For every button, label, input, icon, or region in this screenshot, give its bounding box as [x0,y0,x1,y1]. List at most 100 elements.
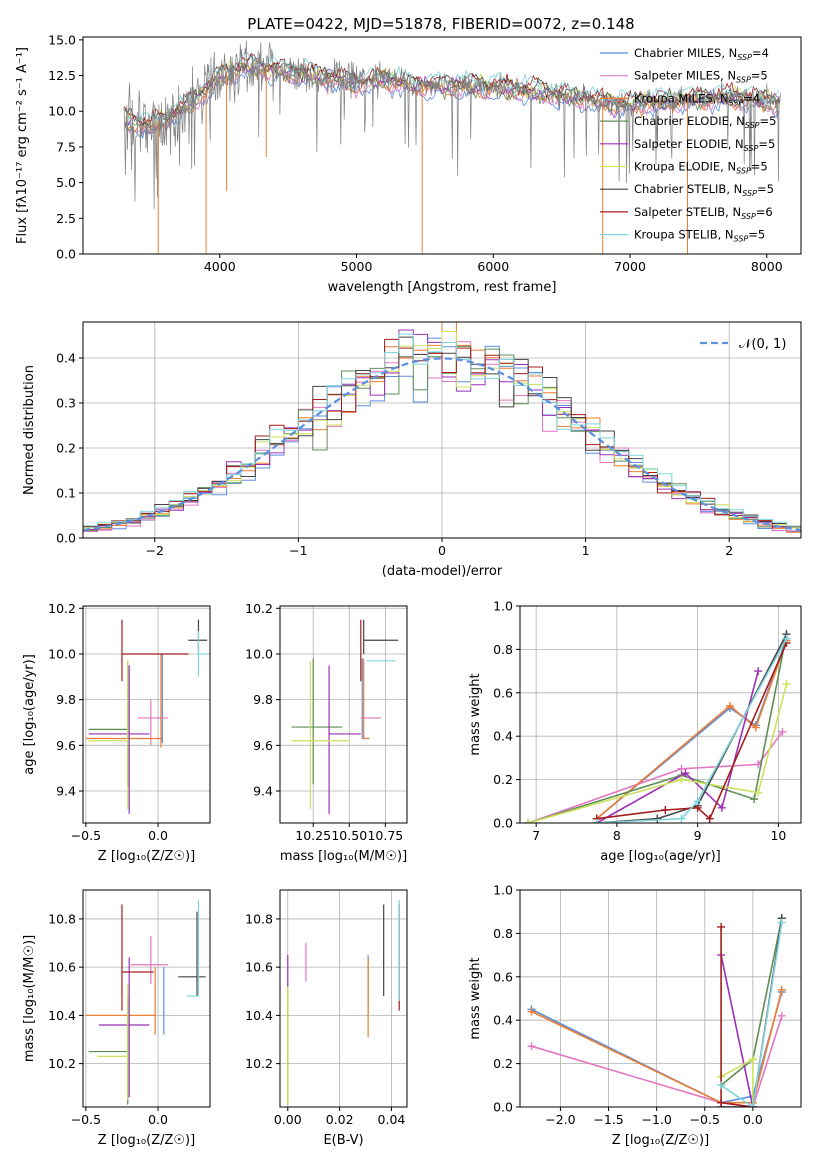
weight-marker-KS [717,1081,726,1090]
x-tick-label: 10.50 [331,828,367,843]
y-axis-label: mass weight [468,673,483,755]
y-tick-label: 10.2 [48,601,76,616]
x-tick-label: 6000 [477,259,509,274]
x-axis-label: wavelength [Angstrom, rest frame] [328,280,557,295]
x-axis-label: E(B-V) [323,1133,363,1148]
grid [280,890,407,1107]
legend: 𝒩(0, 1) [700,337,786,352]
weight-marker-KM [527,1007,536,1016]
x-tick-label: 7000 [614,259,646,274]
y-tick-label: 10.6 [48,960,76,975]
x-tick-label: −1 [289,543,307,558]
y-tick-label: 15.0 [48,32,76,47]
y-tick-label: 9.4 [253,784,273,799]
y-tick-label: 9.8 [253,692,273,707]
plot-area [287,899,400,1105]
legend-label-SS: Salpeter STELIB, NSSP=6 [634,205,773,221]
y-tick-label: 5.0 [56,175,76,190]
weight-marker-KS [677,814,686,823]
legend-label-normal: 𝒩(0, 1) [739,337,786,352]
model-line-CS [124,53,780,128]
y-tick-label: 10.8 [48,911,76,926]
weight-marker-KS [748,1103,757,1107]
observed-spectrum [123,40,781,210]
y-tick-label: 0.6 [493,969,513,984]
x-axis-label: (data-model)/error [382,564,503,579]
x-axis-label: Z [log₁₀(Z/Z☉)] [98,849,195,864]
legend-label-KM: Kroupa MILES, NSSP=4 [634,91,760,107]
y-axis-label: age [log₁₀(age/yr)] [22,654,37,775]
x-axis-label: mass [log₁₀(M/M☉)] [280,849,407,864]
plot-area [524,630,791,823]
weight-marker-KS [782,634,791,643]
x-tick-label: −1.0 [641,1112,671,1127]
x-tick-label: 1 [582,543,590,558]
panel-residuals: −2 −1 0 1 2 0.0 0.1 0.2 0.3 0.4 (data-model)/error… [22,321,802,579]
histogram-KE [83,331,801,529]
x-tick-label: −0.5 [71,828,101,843]
panel-massweight_vs_Z: −2.0 −1.5 −1.0 −0.5 0.0 0.0 0.2 0.4 0.6 0.8 1.0 Z [… [468,883,802,1148]
x-tick-label: −2 [146,543,164,558]
x-tick-label: 5000 [341,259,373,274]
panel-age_vs_Z: −0.5 0.0 9.4 9.6 9.8 10.0 10.2 Z [log₁₀(Z/Z☉)] a… [22,601,211,864]
x-tick-label: −0.5 [71,1112,101,1127]
axes-frame [519,889,802,1108]
y-tick-label: 0.0 [56,247,76,262]
x-tick-label: 7 [532,828,540,843]
legend-label-SE: Salpeter ELODIE, NSSP=5 [634,137,775,153]
weight-marker-SE [681,769,690,778]
weight-line-SE [720,954,754,1107]
axes-frame [82,889,211,1108]
figure-title: PLATE=0422, MJD=51878, FIBERID=0072, z=0… [247,15,634,33]
y-tick-label: 1.0 [493,883,513,898]
normal-curve [83,357,801,532]
x-tick-label: 2 [725,543,733,558]
y-axis-label: Normed distribution [22,365,37,495]
weight-marker-SM [527,1042,536,1051]
weight-marker-SM [777,1011,786,1020]
weight-line-KM [531,989,783,1104]
weight-line-KS [720,922,783,1107]
legend-label-SM: Salpeter MILES, NSSP=5 [634,69,768,85]
x-tick-label: 0.00 [274,1112,302,1127]
weight-marker-SM [778,727,787,736]
y-tick-label: 9.8 [56,692,76,707]
histogram-SS [83,338,801,528]
y-tick-label: 10.0 [48,104,76,119]
plot-area [85,899,206,1105]
weight-marker-CE [750,795,759,804]
legend-label-KE: Kroupa ELODIE, NSSP=5 [634,160,768,176]
y-tick-label: 10.2 [48,1056,76,1071]
axes-frame [279,605,408,824]
y-tick-label: 10.0 [245,646,273,661]
y-tick-label: 0.4 [56,351,76,366]
weight-marker-KS [693,797,702,806]
y-tick-label: 10.0 [48,646,76,661]
x-tick-label: 8000 [751,259,783,274]
axes-frame [82,36,802,255]
weight-line-KE [527,683,788,823]
y-tick-label: 0.4 [493,1013,513,1028]
y-tick-label: 10.2 [245,1056,273,1071]
y-tick-label: 0.3 [56,396,76,411]
axes-frame [82,605,211,824]
y-tick-label: 0.2 [56,441,76,456]
plot-area [83,322,801,533]
axes-frame [279,889,408,1108]
axes-frame [519,605,802,824]
weight-marker-KE [524,819,533,823]
y-tick-label: 0.4 [493,729,513,744]
panel-age_vs_mass: 10.25 10.50 10.75 9.4 9.6 9.8 10.0 10.2 mass [lo… [245,601,408,864]
plot-area [291,619,399,814]
weight-marker-KE [748,1055,757,1064]
weight-marker-KE [677,775,686,784]
x-tick-label: −0.5 [690,1112,720,1127]
histogram-CS [83,336,801,528]
x-tick-label: 4000 [204,259,236,274]
weight-marker-SS [661,805,670,814]
histogram-KS [83,333,801,527]
y-tick-label: 12.5 [48,68,76,83]
weight-marker-KM [777,985,786,994]
